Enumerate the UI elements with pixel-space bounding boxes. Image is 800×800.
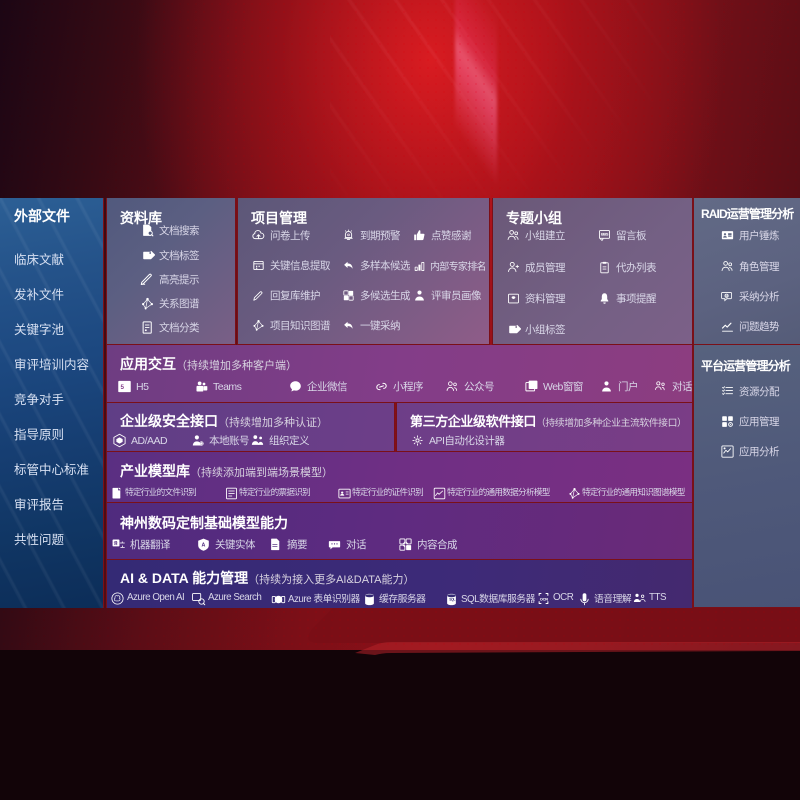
svg-text:A: A	[201, 543, 205, 549]
svg-text:SQL: SQL	[449, 597, 455, 601]
svg-text:BBS: BBS	[601, 232, 609, 237]
svg-text:译: 译	[114, 541, 118, 546]
svg-text:OCR: OCR	[540, 596, 548, 601]
